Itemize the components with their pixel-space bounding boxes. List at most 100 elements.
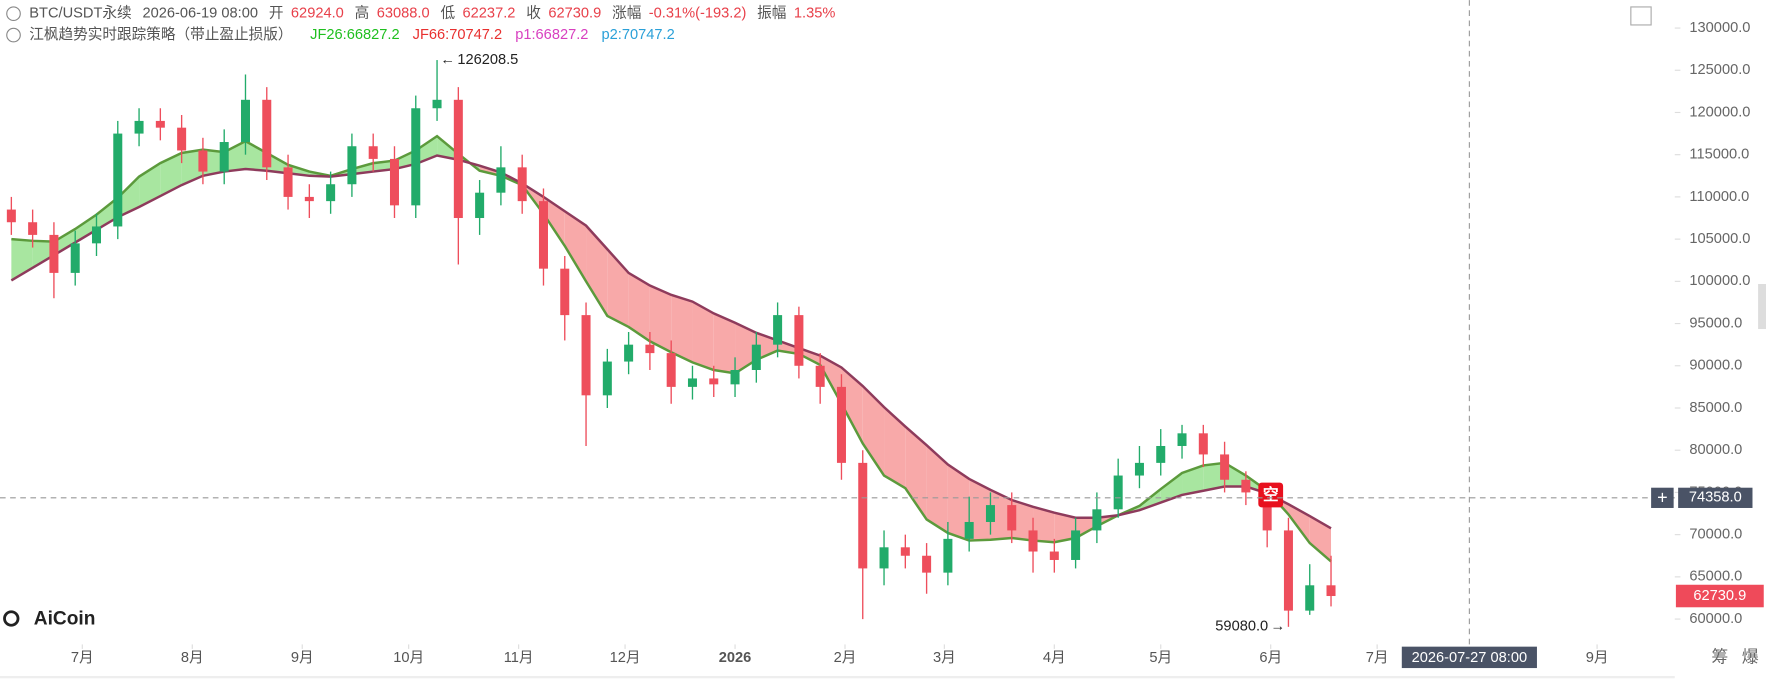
band-fill: [1011, 500, 1034, 541]
candle-body: [453, 99, 463, 219]
logo-icon: [3, 610, 20, 627]
band-fill: [181, 149, 203, 186]
crosshair-add-button[interactable]: [1651, 487, 1674, 508]
candle-body: [900, 547, 910, 556]
band-fill: [245, 141, 267, 171]
candle-body: [964, 521, 974, 539]
collapse-icon[interactable]: [6, 6, 21, 22]
plus-icon: +: [1657, 488, 1668, 508]
candle-body: [475, 192, 485, 219]
y-tick-label: 105000.0: [1689, 231, 1750, 247]
candle-body: [113, 133, 123, 227]
band-fill: [53, 228, 76, 256]
candle-body: [219, 142, 229, 172]
band-fill: [75, 214, 97, 243]
label: 收: [526, 5, 541, 22]
candle-body: [581, 315, 591, 396]
value: 62730.9: [548, 6, 601, 22]
candle-body: [858, 462, 868, 569]
band-fill: [117, 176, 140, 218]
label: 涨幅: [612, 5, 641, 22]
tool-icon[interactable]: 爆: [1742, 647, 1759, 666]
x-tick-label: 2026: [719, 650, 752, 666]
candle-body: [70, 243, 80, 273]
fullscreen-button[interactable]: [1630, 6, 1652, 26]
collapse-icon[interactable]: [6, 27, 21, 43]
candle-body: [1092, 509, 1102, 531]
band-fill: [990, 489, 1012, 540]
candle-body: [687, 378, 697, 387]
band-fill: [798, 348, 821, 365]
band-fill: [1203, 462, 1225, 491]
band-fill: [96, 197, 118, 230]
candle-body: [1049, 551, 1059, 560]
candle-body: [1326, 585, 1336, 597]
band-fill: [1075, 517, 1097, 539]
candle-body: [879, 547, 889, 569]
candle-body: [177, 127, 187, 151]
indicator-line: 江枫趋势实时跟踪策略（带止盈止损版） JF26:66827.2 JF66:707…: [29, 26, 674, 43]
candle-body: [624, 344, 634, 362]
band-fill: [926, 445, 948, 533]
band-fill: [969, 478, 991, 541]
candle-body: [943, 538, 953, 573]
current-price-box: [1675, 584, 1764, 608]
header-line: BTC/USDT永续 2026-06-19 08:00 开 62924.0 高 …: [29, 5, 835, 22]
y-tick-label: 110000.0: [1689, 189, 1749, 205]
candle-body: [432, 99, 442, 109]
value: 62924.0: [291, 6, 344, 22]
band-fill: [884, 407, 906, 489]
symbol: BTC/USDT永续: [29, 5, 131, 22]
arrow: →: [1270, 619, 1285, 635]
candle-body: [347, 146, 357, 185]
candle-body: [1262, 492, 1272, 531]
annotation: 126208.5: [457, 52, 518, 68]
y-tick-label: 125000.0: [1689, 62, 1750, 78]
candle-body: [666, 353, 676, 387]
y-tick-label: 60000.0: [1689, 611, 1742, 627]
current-price: 62730.9: [1693, 588, 1746, 604]
x-tick-label: 3月: [933, 650, 956, 666]
band-fill: [1309, 516, 1332, 562]
band-fill: [1160, 473, 1183, 503]
band-fill: [32, 240, 54, 268]
x-tick-label: 10月: [393, 650, 424, 666]
candle-body: [517, 167, 527, 202]
time-label-box: [1401, 646, 1537, 669]
value: -0.31%(-193.2): [649, 6, 747, 22]
candle-body: [1220, 454, 1230, 480]
band-fill: [586, 225, 608, 316]
band-fill: [905, 426, 927, 520]
candle-body: [985, 505, 995, 522]
crosshair-time: 2026-07-27 08:00: [1412, 650, 1527, 666]
x-tick-label: 4月: [1043, 650, 1066, 666]
y-tick-label: 65000.0: [1689, 569, 1742, 585]
candle-body: [1305, 585, 1315, 611]
label: 低: [440, 5, 455, 22]
arrow: ←: [440, 52, 455, 68]
plot-area: [6, 60, 1336, 627]
y-tick-label: 120000.0: [1689, 104, 1750, 120]
band-fill: [841, 367, 863, 444]
band-fill: [862, 386, 885, 476]
candle-body: [198, 150, 208, 172]
candle-body: [1241, 479, 1251, 493]
y-tick-label: 100000.0: [1689, 273, 1750, 289]
tool-icon[interactable]: 筹: [1711, 647, 1728, 666]
candle-body: [411, 108, 421, 206]
y-tick-label: 85000.0: [1689, 400, 1742, 416]
candle-body: [389, 158, 399, 206]
candle-body: [560, 268, 570, 316]
x-tick-label: 7月: [1366, 650, 1389, 666]
candle-body: [1071, 530, 1081, 560]
candle-body: [538, 201, 548, 269]
band-fill: [564, 211, 587, 282]
side-handle[interactable]: [1758, 283, 1766, 330]
candle-body: [49, 234, 59, 273]
band-fill: [1054, 512, 1076, 543]
value: 63088.0: [377, 6, 430, 22]
annotation: 59080.0: [1215, 619, 1268, 635]
candle-body: [496, 167, 506, 193]
candle-body: [28, 222, 38, 235]
